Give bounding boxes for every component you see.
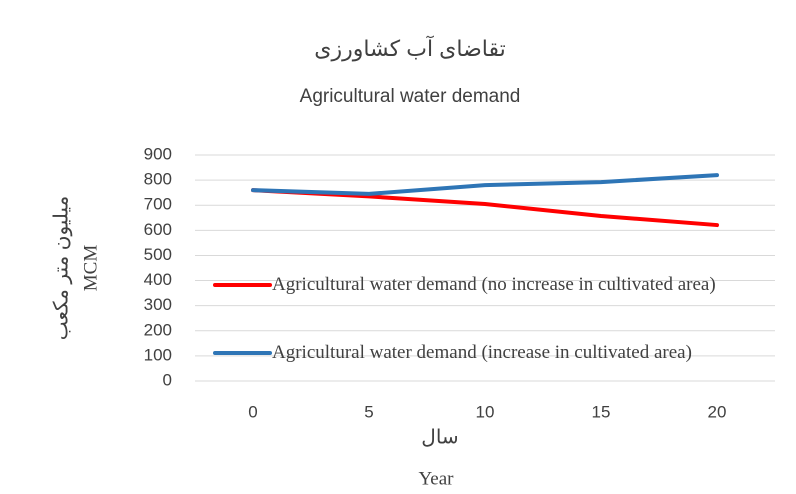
y-tick-label: 200 bbox=[144, 320, 172, 339]
chart-title: تقاضای آب کشاورزی bbox=[314, 35, 506, 61]
data-line bbox=[251, 188, 719, 228]
legend-label: Agricultural water demand (no increase i… bbox=[272, 274, 716, 295]
data-line bbox=[251, 173, 719, 196]
x-tick-label: 0 bbox=[248, 402, 257, 421]
y-tick-label: 400 bbox=[144, 270, 172, 289]
y-tick-label: 700 bbox=[144, 195, 172, 214]
y-tick-label: 300 bbox=[144, 295, 172, 314]
y-tick-label: 800 bbox=[144, 170, 172, 189]
y-tick-label: 600 bbox=[144, 220, 172, 239]
y-axis-label: MCM bbox=[80, 245, 101, 292]
y-tick-label: 100 bbox=[144, 345, 172, 364]
x-tick-label: 10 bbox=[476, 402, 495, 421]
y-axis-label: میلیون متر مکعب bbox=[50, 196, 72, 340]
y-tick-label: 0 bbox=[163, 370, 172, 389]
x-tick-label: 20 bbox=[708, 402, 727, 421]
x-axis-label: سال bbox=[421, 426, 458, 448]
y-tick-label: 900 bbox=[144, 144, 172, 163]
x-axis-label: Year bbox=[418, 468, 454, 489]
x-tick-label: 15 bbox=[592, 402, 611, 421]
chart-subtitle: Agricultural water demand bbox=[300, 86, 521, 107]
x-tick-label: 5 bbox=[364, 402, 373, 421]
legend-label: Agricultural water demand (increase in c… bbox=[272, 342, 692, 363]
y-tick-label: 500 bbox=[144, 245, 172, 264]
